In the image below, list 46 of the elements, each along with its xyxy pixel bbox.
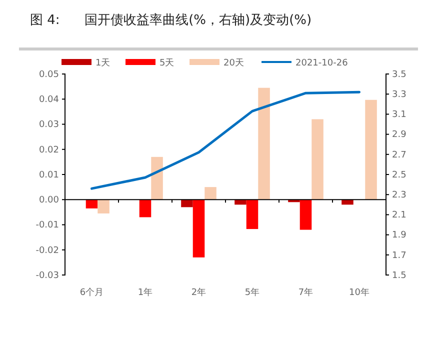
bar xyxy=(204,187,216,200)
bar xyxy=(234,200,246,205)
y2-tick-label: 1.5 xyxy=(392,270,406,281)
y-tick-label: 0.05 xyxy=(38,70,59,80)
x-tick-label: 6个月 xyxy=(80,287,104,298)
bar xyxy=(365,100,377,200)
y2-tick-label: 3.3 xyxy=(392,90,406,100)
y2-tick-label: 2.9 xyxy=(392,130,407,140)
x-tick-label: 2年 xyxy=(191,287,206,298)
bar xyxy=(98,200,110,214)
y-tick-label: 0.03 xyxy=(38,120,59,130)
bar xyxy=(312,119,324,200)
line-series xyxy=(90,90,360,190)
y2-tick-label: 3.1 xyxy=(392,110,406,120)
x-tick-label: 10年 xyxy=(349,287,370,298)
x-tick-label: 7年 xyxy=(298,287,314,298)
bar xyxy=(258,88,270,200)
y-tick-label: -0.03 xyxy=(36,270,59,281)
bar xyxy=(300,200,312,230)
bar xyxy=(342,200,354,205)
chart-title: 图 4: 国开债收益率曲线(%，右轴)及变动(%) xyxy=(30,12,312,28)
legend-label: 5天 xyxy=(160,58,174,68)
y-tick-label: 0.01 xyxy=(38,170,59,180)
y-tick-label: 0.04 xyxy=(38,95,60,106)
bar xyxy=(246,200,258,230)
y2-tick-label: 1.9 xyxy=(392,230,407,241)
x-tick-label: 5年 xyxy=(244,287,260,298)
bar xyxy=(139,200,152,218)
legend-label: 20天 xyxy=(224,58,244,68)
y2-tick-label: 2.7 xyxy=(392,150,406,160)
y-tick-label: 0.02 xyxy=(38,145,59,156)
bar xyxy=(151,156,163,200)
y2-tick-label: 2.3 xyxy=(392,190,406,200)
bar xyxy=(86,200,98,208)
legend-label: 1天 xyxy=(96,58,110,68)
y-tick-label: -0.01 xyxy=(36,220,59,231)
y2-tick-label: 3.5 xyxy=(392,70,406,80)
y2-tick-label: 2.5 xyxy=(392,170,406,180)
bar xyxy=(192,200,205,258)
y2-tick-label: 2.1 xyxy=(392,210,406,221)
legend-label: 2021-10-26 xyxy=(296,58,348,68)
y-tick-label: 0.00 xyxy=(38,196,60,206)
y2-tick-label: 1.7 xyxy=(392,250,406,261)
y-tick-label: -0.02 xyxy=(36,246,59,256)
bar xyxy=(181,200,193,208)
x-tick-label: 1年 xyxy=(138,287,153,298)
